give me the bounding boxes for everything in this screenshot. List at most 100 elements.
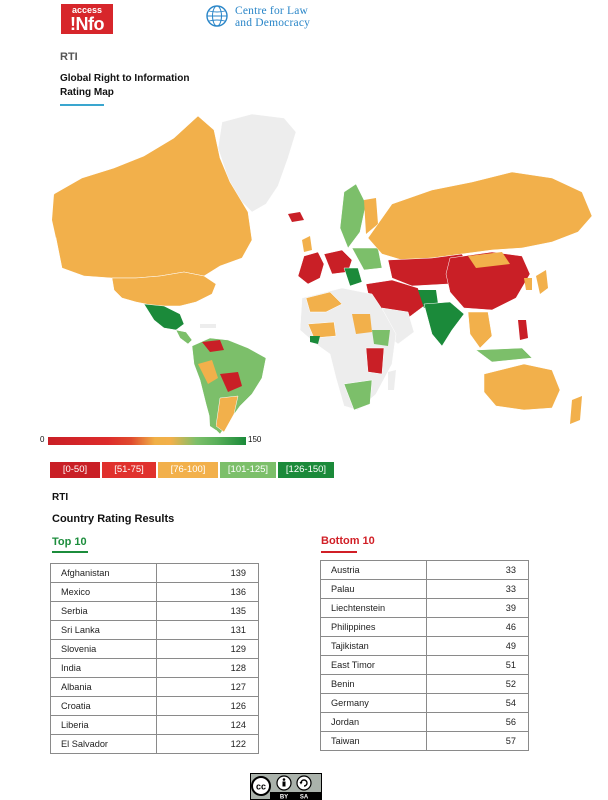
map-ethiopia <box>372 330 390 346</box>
map-mongolia <box>468 252 510 268</box>
sa-icon <box>296 775 312 791</box>
map-southeast-asia <box>467 311 493 349</box>
map-philippines <box>518 320 528 340</box>
map-southern-africa <box>343 379 373 411</box>
map-india <box>423 301 465 347</box>
table-row: El Salvador 122 <box>50 734 259 754</box>
table-row: Mexico 136 <box>50 582 259 602</box>
country-score: 54 <box>426 693 529 713</box>
map-peru <box>198 360 218 384</box>
map-sudan <box>352 314 372 334</box>
table-row: Serbia 135 <box>50 601 259 621</box>
map-indonesia <box>475 347 533 363</box>
table-row: Tajikistan 49 <box>320 636 529 656</box>
bottom10-heading: Bottom 10 <box>321 535 375 547</box>
map-eastern-europe <box>351 247 383 271</box>
map-madagascar <box>388 370 396 390</box>
results-title: Country Rating Results <box>52 513 175 525</box>
map-western-europe <box>297 251 325 285</box>
country-score: 122 <box>156 734 259 754</box>
map-alaska <box>52 194 64 238</box>
cc-icon: cc <box>251 776 271 796</box>
table-row: Sri Lanka 131 <box>50 620 259 640</box>
country-score: 57 <box>426 731 529 751</box>
results-rti-label: RTI <box>52 492 69 503</box>
map-bolivia <box>220 372 242 392</box>
map-iceland <box>288 212 304 222</box>
map-liberia <box>310 336 320 344</box>
country-name: Germany <box>320 693 427 713</box>
country-name: Albania <box>50 677 157 697</box>
clad-logo: Centre for Law and Democracy <box>205 4 345 30</box>
clad-logo-line2: and Democracy <box>235 17 311 29</box>
table-row: Croatia 126 <box>50 696 259 716</box>
top10-table: Afghanistan 139 Mexico 136 Serbia 135 Sri L… <box>50 563 259 754</box>
country-score: 49 <box>426 636 529 656</box>
globe-icon <box>206 5 228 27</box>
map-australia <box>483 363 561 411</box>
table-row: India 128 <box>50 658 259 678</box>
access-info-logo: access !Nfo <box>61 4 113 34</box>
table-row: Afghanistan 139 <box>50 563 259 583</box>
table-row: Philippines 46 <box>320 617 529 637</box>
country-name: India <box>50 658 157 678</box>
by-icon <box>276 775 292 791</box>
cc-license-badge: cc BY SA <box>250 773 322 800</box>
map-central-america <box>175 329 193 345</box>
table-row: Benin 52 <box>320 674 529 694</box>
country-score: 136 <box>156 582 259 602</box>
table-row: Albania 127 <box>50 677 259 697</box>
map-west-africa <box>307 321 337 339</box>
legend-item-0-50: [0-50] <box>50 462 100 478</box>
country-score: 135 <box>156 601 259 621</box>
map-russia <box>367 171 593 261</box>
top10-heading: Top 10 <box>52 536 87 548</box>
country-score: 51 <box>426 655 529 675</box>
map-scandinavia <box>339 183 367 249</box>
scale-max-label: 150 <box>248 435 262 444</box>
country-score: 124 <box>156 715 259 735</box>
country-name: Palau <box>320 579 427 599</box>
cc-by-label: BY <box>280 794 288 800</box>
country-name: Austria <box>320 560 427 580</box>
legend-item-51-75: [51-75] <box>102 462 156 478</box>
title-underline <box>60 104 104 106</box>
access-info-logo-line1: access <box>71 5 103 15</box>
world-map <box>52 113 593 435</box>
scale-gradient-bar <box>48 437 246 445</box>
country-score: 33 <box>426 579 529 599</box>
country-name: Tajikistan <box>320 636 427 656</box>
map-argentina <box>215 395 239 433</box>
map-japan <box>536 270 548 294</box>
bottom10-underline <box>321 551 357 553</box>
map-east-africa <box>365 347 385 375</box>
table-row: Austria 33 <box>320 560 529 580</box>
country-score: 128 <box>156 658 259 678</box>
map-title-line2: Rating Map <box>60 87 114 98</box>
map-china <box>445 251 531 311</box>
map-venezuela <box>202 340 224 352</box>
map-uk <box>302 236 312 252</box>
country-name: Philippines <box>320 617 427 637</box>
country-name: Slovenia <box>50 639 157 659</box>
country-name: Sri Lanka <box>50 620 157 640</box>
rating-legend: [0-50] [51-75] [76-100] [101-125] [126-1… <box>50 462 334 478</box>
legend-item-101-125: [101-125] <box>220 462 276 478</box>
country-name: Serbia <box>50 601 157 621</box>
country-score: 52 <box>426 674 529 694</box>
access-info-logo-line2: !Nfo <box>70 14 104 34</box>
cc-sa-label: SA <box>300 794 309 800</box>
table-row: Liechtenstein 39 <box>320 598 529 618</box>
country-score: 56 <box>426 712 529 732</box>
map-korea <box>524 278 532 290</box>
map-balkans <box>343 267 363 287</box>
map-usa <box>111 271 217 307</box>
country-score: 131 <box>156 620 259 640</box>
country-score: 129 <box>156 639 259 659</box>
country-score: 33 <box>426 560 529 580</box>
country-score: 139 <box>156 563 259 583</box>
clad-logo-line1: Centre for Law <box>235 5 309 17</box>
table-row: East Timor 51 <box>320 655 529 675</box>
country-name: East Timor <box>320 655 427 675</box>
country-name: Croatia <box>50 696 157 716</box>
